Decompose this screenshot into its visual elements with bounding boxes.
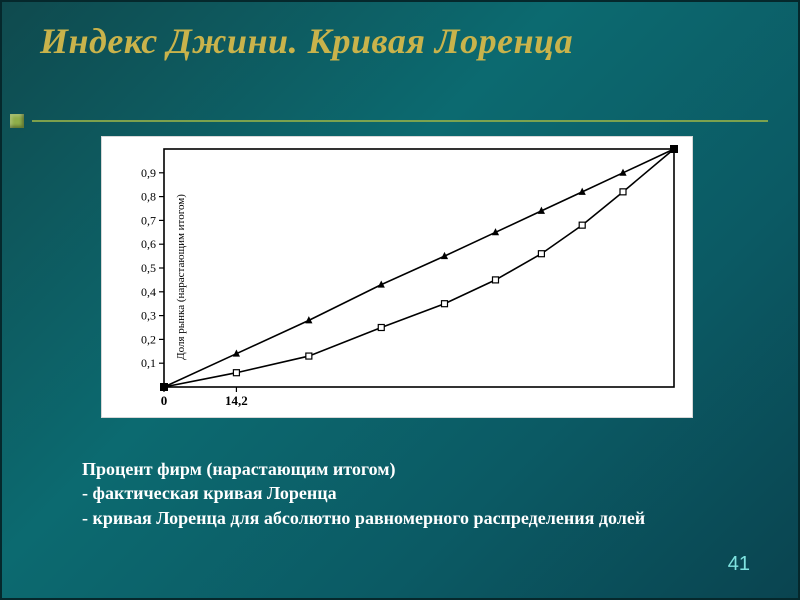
legend-line-3: - кривая Лоренца для абсолютно равномерн… (82, 506, 738, 530)
lorenz-chart: Доля рынка (нарастающим итогом) 0,10,20,… (102, 137, 692, 417)
title-rule (32, 120, 768, 122)
svg-text:0,2: 0,2 (141, 332, 156, 346)
svg-text:0,7: 0,7 (141, 213, 156, 227)
slide-title: Индекс Джини. Кривая Лоренца (40, 22, 768, 62)
bullet-icon (10, 114, 24, 128)
legend-line-1: Процент фирм (нарастающим итогом) (82, 457, 738, 481)
slide: Индекс Джини. Кривая Лоренца Доля рынка … (0, 0, 800, 600)
svg-text:0,6: 0,6 (141, 237, 156, 251)
page-number: 41 (728, 553, 750, 576)
svg-text:0,3: 0,3 (141, 309, 156, 323)
legend: Процент фирм (нарастающим итогом) - факт… (82, 457, 738, 530)
svg-text:14,2: 14,2 (225, 393, 248, 408)
legend-line-2: - фактическая кривая Лоренца (82, 481, 738, 505)
svg-text:0,1: 0,1 (141, 356, 156, 370)
svg-text:0,8: 0,8 (141, 190, 156, 204)
svg-text:0,9: 0,9 (141, 166, 156, 180)
y-axis-label: Доля рынка (нарастающим итогом) (175, 194, 187, 360)
svg-text:0,4: 0,4 (141, 285, 156, 299)
svg-text:0,5: 0,5 (141, 261, 156, 275)
chart-svg: 0,1 0,2 0,3 0,4 0,5 0,6 0,7 0,8 0,9 0 14,2 (102, 137, 692, 417)
svg-text:0: 0 (161, 393, 168, 408)
title-block: Индекс Джини. Кривая Лоренца (40, 22, 768, 70)
